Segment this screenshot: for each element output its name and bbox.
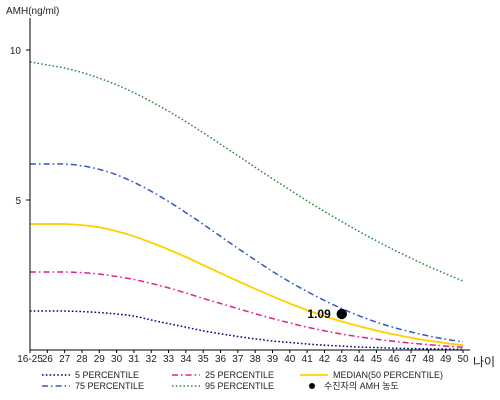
series-line-95-percentile [29, 61, 464, 282]
patient-point: 1.09 [307, 307, 347, 321]
x-tick-label: 41 [302, 354, 314, 365]
y-axis-ticks: 5 10 [10, 46, 30, 207]
x-tick-label: 47 [405, 354, 417, 365]
patient-amh-value-label: 1.09 [307, 307, 331, 321]
x-axis-label: 나이 [473, 355, 495, 369]
x-tick-label: 28 [76, 354, 88, 365]
y-tick-label: 10 [10, 46, 22, 57]
legend-label: 수진자의 AMH 농도 [324, 381, 399, 391]
x-tick-label: 33 [163, 354, 175, 365]
x-tick-label: 30 [111, 354, 123, 365]
x-tick-label: 31 [128, 354, 140, 365]
patient-amh-point [336, 308, 347, 320]
x-tick-label: 39 [267, 354, 279, 365]
series-lines [29, 61, 464, 351]
x-tick-label: 27 [59, 354, 71, 365]
legend-label: 75 PERCENTILE [75, 381, 144, 391]
legend-label: 95 PERCENTILE [205, 381, 274, 391]
x-tick-label: 36 [215, 354, 227, 365]
x-tick-label: 26 [42, 354, 54, 365]
legend-point-marker [309, 383, 315, 389]
series-line-median-50-percentile [30, 223, 464, 347]
x-tick-label: 45 [371, 354, 383, 365]
y-axis-label: AMH(ng/ml) [6, 6, 59, 17]
x-tick-label: 34 [180, 354, 192, 365]
legend: 5 PERCENTILE 25 PERCENTILE MEDIAN(50 PERCE… [42, 370, 443, 391]
x-tick-label: 42 [319, 354, 331, 365]
x-tick-label: 48 [423, 354, 435, 365]
legend-label: 25 PERCENTILE [205, 370, 274, 380]
x-tick-label: 44 [354, 354, 366, 365]
x-tick-label: 35 [198, 354, 210, 365]
x-tick-label: 49 [440, 354, 452, 365]
x-tick-label: 43 [336, 354, 348, 365]
x-tick-label: 38 [250, 354, 262, 365]
series-line-75-percentile [30, 163, 464, 343]
x-tick-label: 50 [457, 354, 469, 365]
x-tick-label: 29 [94, 354, 106, 365]
x-tick-label: 46 [388, 354, 400, 365]
x-tick-label: 40 [284, 354, 296, 365]
legend-label: 5 PERCENTILE [75, 370, 139, 380]
y-tick-label: 5 [15, 196, 21, 207]
x-tick-label: 37 [232, 354, 244, 365]
series-line-5-percentile [30, 310, 464, 351]
x-tick-label: 32 [146, 354, 158, 365]
series-line-25-percentile [30, 271, 464, 349]
x-tick-label: 16-25 [17, 354, 43, 365]
legend-label: MEDIAN(50 PERCENTILE) [333, 370, 443, 380]
